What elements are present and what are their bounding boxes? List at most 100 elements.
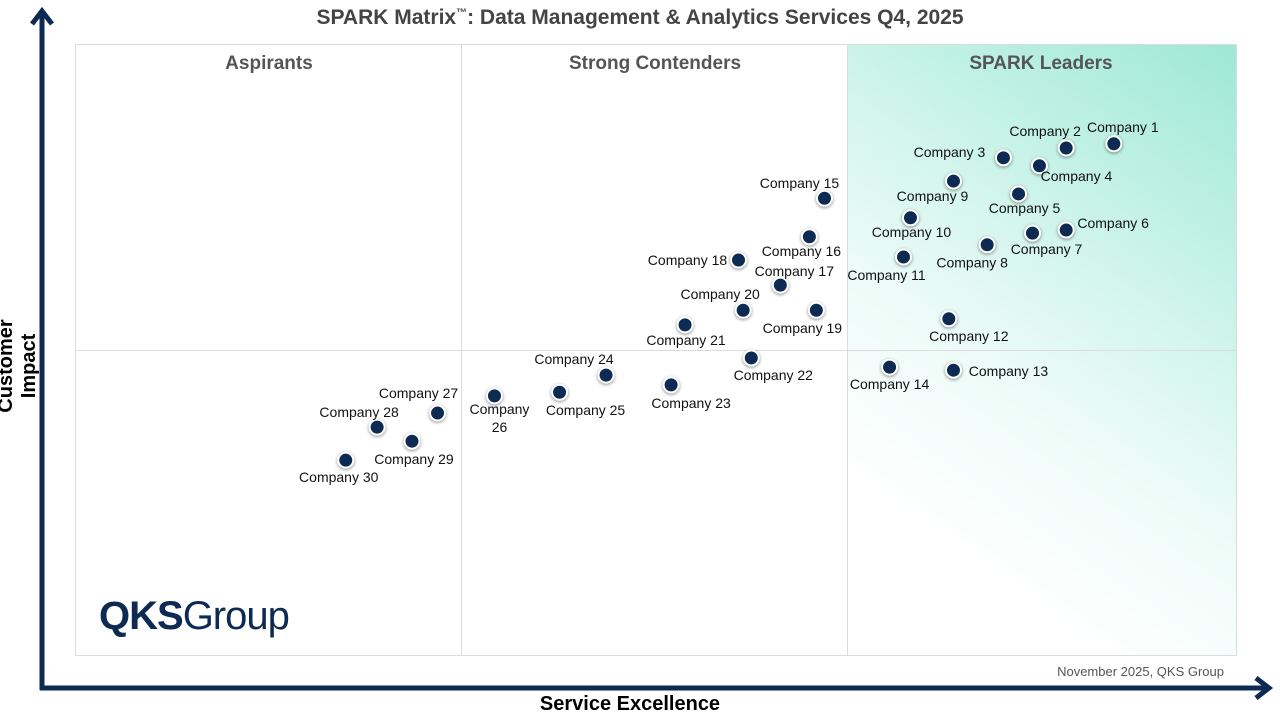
quadrant-label-aspirants: Aspirants	[225, 53, 313, 74]
data-point-company-3: Company 3	[914, 144, 1012, 167]
point-marker	[978, 236, 996, 254]
chart-title: SPARK Matrix™: Data Management & Analyti…	[0, 6, 1280, 30]
point-marker	[429, 404, 447, 422]
point-label: Company 29	[374, 451, 454, 467]
title-rest: : Data Management & Analytics Services Q…	[467, 6, 964, 29]
point-label: Company 12	[929, 328, 1009, 344]
point-label: Company 9	[897, 188, 969, 204]
point-marker	[895, 248, 913, 266]
point-label: Company 28	[319, 404, 399, 420]
point-marker	[940, 310, 958, 328]
point-label: Company 8	[936, 255, 1008, 271]
data-point-company-8: Company 8	[936, 236, 1008, 271]
point-label: Company 19	[763, 320, 843, 336]
data-point-company-2: Company 2	[1009, 123, 1081, 157]
point-marker	[403, 432, 421, 450]
point-label: Company 22	[734, 367, 814, 383]
point-label: Company 2	[1009, 123, 1081, 139]
point-label: Company 10	[872, 224, 952, 240]
data-point-company-15: Company 15	[760, 175, 840, 207]
plot-area: Aspirants Strong Contenders SPARK Leader…	[75, 44, 1237, 656]
point-marker	[337, 451, 355, 469]
point-marker	[485, 387, 503, 405]
point-marker	[881, 358, 899, 376]
point-label: Company 1	[1087, 119, 1159, 135]
point-label: Company 11	[847, 267, 926, 283]
point-label: Company 23	[651, 395, 731, 411]
data-point-company-19: Company 19	[763, 301, 843, 336]
point-marker	[1023, 224, 1041, 242]
point-marker	[800, 228, 818, 246]
point-marker	[944, 361, 962, 379]
point-marker	[730, 251, 748, 269]
x-axis-arrow-icon	[1254, 676, 1274, 700]
point-marker	[551, 383, 569, 401]
data-point-company-29: Company 29	[374, 432, 454, 467]
point-marker	[1057, 221, 1075, 239]
point-marker	[1057, 139, 1075, 157]
point-marker	[994, 149, 1012, 167]
data-point-company-9: Company 9	[897, 172, 969, 204]
data-point-company-18: Company 18	[648, 251, 748, 269]
data-point-company-12: Company 12	[929, 310, 1009, 344]
point-label: Company 5	[989, 200, 1061, 216]
point-label: Company 14	[850, 376, 930, 392]
point-label: Company 3	[914, 144, 986, 160]
point-label: Company 13	[969, 363, 1049, 379]
data-point-company-22: Company 22	[734, 349, 814, 383]
y-axis-arrow-icon	[30, 6, 54, 26]
point-label: Company 24	[534, 351, 614, 367]
point-label: Company 7	[1011, 241, 1083, 257]
point-marker	[1030, 157, 1048, 175]
point-marker	[771, 276, 789, 294]
x-axis-label: Service Excellence	[539, 693, 721, 715]
point-marker	[368, 418, 386, 436]
data-point-company-24: Company 24	[534, 351, 615, 384]
footnote: November 2025, QKS Group	[1057, 664, 1224, 679]
point-label: Company 17	[755, 263, 835, 279]
point-marker	[676, 316, 694, 334]
data-point-company-5: Company 5	[989, 185, 1061, 216]
data-point-company-1: Company 1	[1087, 119, 1159, 153]
data-point-company-27: Company 27	[379, 385, 459, 422]
point-marker	[815, 189, 833, 207]
point-label: Company 6	[1077, 215, 1149, 231]
point-label: Company 21	[646, 332, 726, 348]
point-label: Company 4	[1041, 168, 1113, 184]
point-marker	[944, 172, 962, 190]
point-label: Company 26	[470, 401, 530, 435]
gridline-horizontal	[76, 350, 1236, 351]
data-point-company-4: Company 4	[1030, 157, 1113, 184]
point-label: Company 18	[648, 252, 728, 268]
point-marker	[734, 301, 752, 319]
data-point-company-28: Company 28	[319, 404, 399, 436]
title-trademark: ™	[456, 7, 468, 19]
point-marker	[1105, 135, 1123, 153]
qks-group-logo: QKSGroup	[99, 594, 290, 639]
data-point-company-17: Company 17	[755, 263, 835, 294]
point-label: Company 20	[680, 286, 760, 302]
point-marker	[597, 366, 615, 384]
point-marker	[807, 301, 825, 319]
quadrant-label-strong-contenders: Strong Contenders	[568, 53, 742, 74]
data-point-company-14: Company 14	[850, 358, 930, 392]
data-point-company-16: Company 16	[762, 228, 841, 259]
point-label: Company 25	[546, 402, 626, 418]
logo-rest: Group	[182, 594, 290, 638]
data-point-company-20: Company 20	[680, 286, 760, 319]
point-marker	[901, 209, 919, 227]
data-point-company-21: Company 21	[646, 316, 726, 348]
data-point-company-23: Company 23	[651, 376, 731, 411]
point-marker	[1010, 185, 1028, 203]
data-point-company-11: Company 11	[847, 248, 926, 283]
logo-bold: QKS	[99, 594, 184, 638]
quadrant-label-spark-leaders: SPARK Leaders	[969, 53, 1113, 74]
point-marker	[742, 349, 760, 367]
data-point-company-25: Company 25	[546, 383, 626, 418]
data-point-company-6: Company 6	[1057, 215, 1149, 239]
point-label: Company 27	[379, 385, 459, 401]
data-point-company-26: Company 26	[470, 387, 530, 435]
point-label: Company 15	[760, 175, 840, 191]
